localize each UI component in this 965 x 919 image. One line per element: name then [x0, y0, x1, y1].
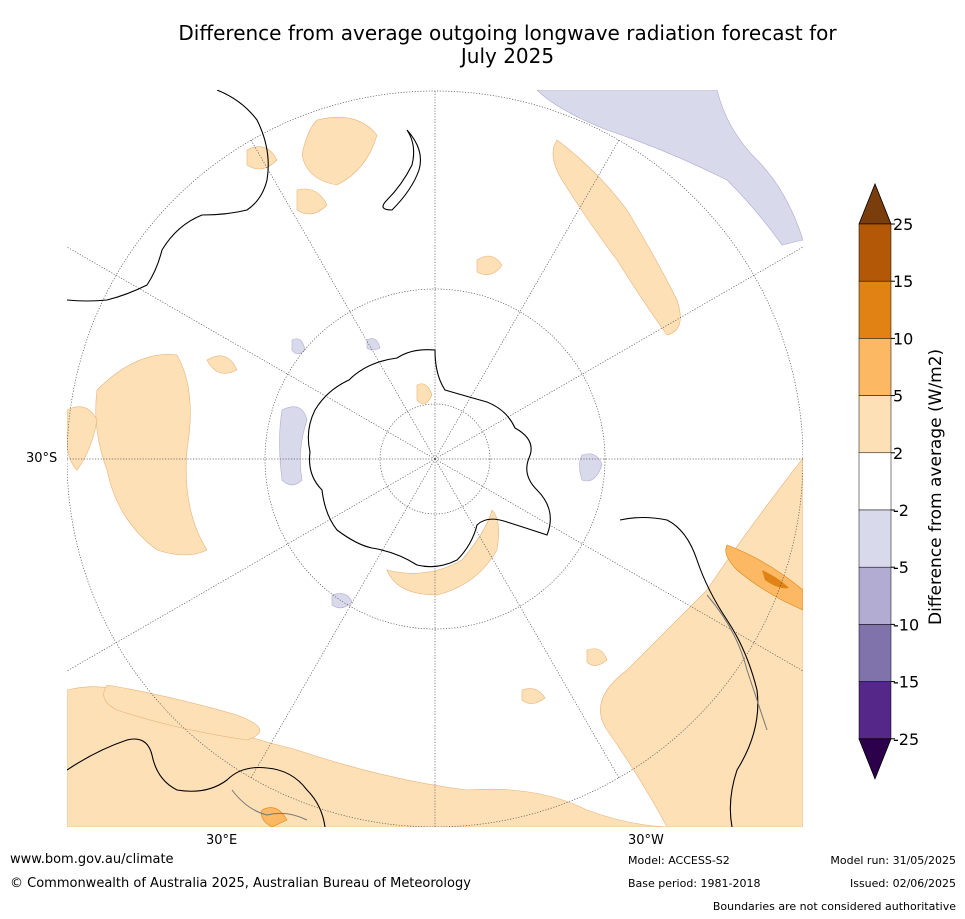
colorbar-tick-label: 5 [893, 387, 903, 406]
lat-label-30s: 30°S [26, 451, 58, 466]
footer-model: Model: ACCESS-S2 [628, 854, 730, 867]
positive-anomaly-regions [67, 116, 803, 827]
colorbar-cell [858, 338, 892, 396]
footer-base-period: Base period: 1981-2018 [628, 877, 761, 890]
colorbar-tick-label: -5 [893, 558, 909, 577]
title-line-2: July 2025 [460, 44, 555, 68]
colorbar-tick-label: -15 [893, 673, 919, 692]
negative-anomaly-regions [279, 90, 803, 609]
footer-website: www.bom.gov.au/climate [10, 852, 174, 867]
colorbar-tick-label: 2 [893, 444, 903, 463]
south-america-coast [619, 516, 759, 827]
colorbar-tick-label: 25 [893, 215, 913, 234]
colorbar-tick-label: 10 [893, 329, 913, 348]
colorbar-cell [858, 681, 892, 740]
polar-map [67, 90, 803, 827]
australia-coast [67, 90, 269, 302]
coastlines [67, 90, 759, 827]
antarctica-coast [307, 349, 551, 568]
colorbar-cell [858, 395, 892, 454]
colorbar-tick-label: 15 [893, 272, 913, 291]
colorbar-tick-label: -25 [893, 730, 919, 749]
strongest-positive-anomaly [762, 570, 789, 589]
footer-copyright: © Commonwealth of Australia 2025, Austra… [10, 876, 471, 891]
colorbar-tick-label: -2 [893, 501, 909, 520]
colorbar-cell [858, 223, 892, 282]
footer-disclaimer: Boundaries are not considered authoritat… [712, 900, 956, 913]
lon-label-30w: 30°W [628, 833, 664, 848]
graticule [67, 90, 803, 827]
title-line-1: Difference from average outgoing longwav… [178, 21, 837, 45]
africa-coast [67, 738, 326, 827]
new-zealand-coast [382, 129, 422, 211]
colorbar-cells [858, 182, 892, 780]
colorbar: 25 15 10 5 2 -2 -5 -10 -15 -25 [858, 182, 919, 780]
footer-issued: Issued: 02/06/2025 [849, 877, 956, 890]
colorbar-extend-top [858, 182, 892, 225]
colorbar-cell [858, 509, 892, 568]
lon-label-30e: 30°E [206, 833, 238, 848]
colorbar-tick-labels: 25 15 10 5 2 -2 -5 -10 -15 -25 [891, 215, 919, 749]
footer-model-run: Model run: 31/05/2025 [830, 854, 956, 867]
country-borders [231, 594, 768, 821]
colorbar-cell [858, 566, 892, 625]
chart-title: Difference from average outgoing longwav… [0, 22, 965, 68]
colorbar-title: Difference from average (W/m2) [926, 348, 946, 625]
colorbar-cell [858, 452, 892, 511]
colorbar-tick-label: -10 [893, 615, 919, 634]
colorbar-cell [858, 280, 892, 339]
colorbar-cell [858, 624, 892, 682]
colorbar-extend-bottom [858, 738, 892, 780]
